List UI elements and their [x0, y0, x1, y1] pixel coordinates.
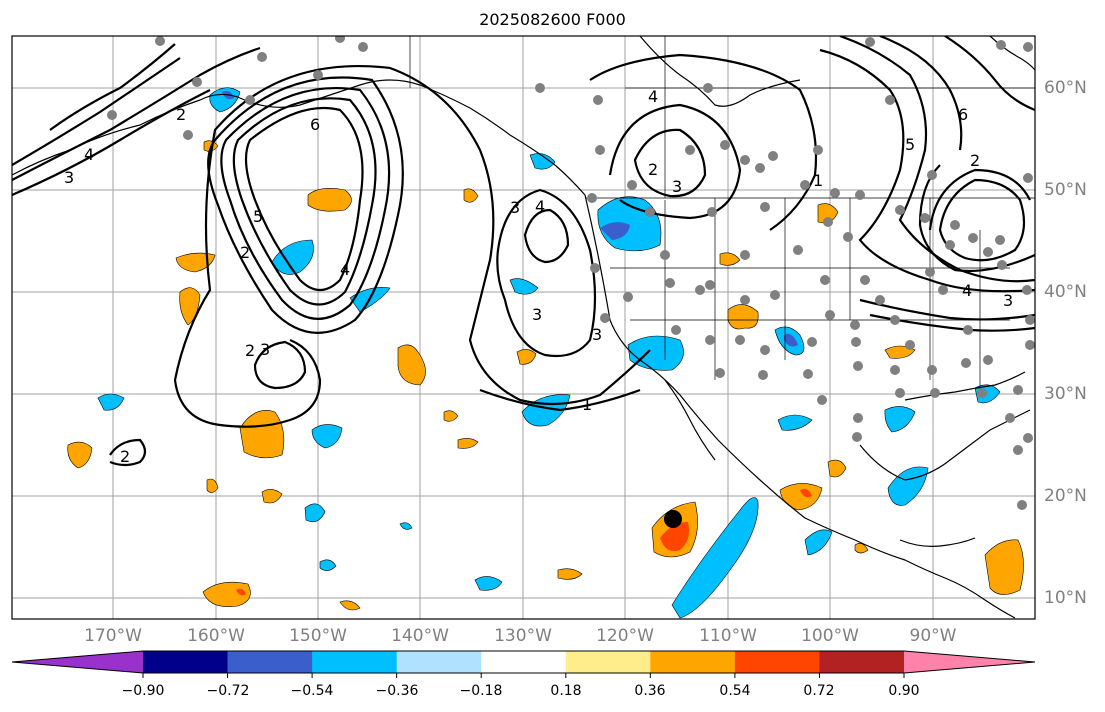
contour-label: 2 — [245, 341, 255, 360]
contour-label: 2 — [176, 105, 186, 124]
colorbar-segment — [143, 651, 229, 673]
station-markers — [107, 36, 1035, 510]
colorbar-segment — [819, 651, 905, 673]
lon-label: 140°W — [391, 626, 449, 646]
colorbar-segment — [650, 651, 736, 673]
gridlines — [12, 36, 1035, 619]
contour-label: 2 — [240, 243, 250, 262]
contour-label: 4 — [535, 197, 545, 216]
colorbar-extend-min — [12, 651, 143, 673]
lon-label: 160°W — [187, 626, 245, 646]
colorbar — [11, 650, 1036, 678]
contours — [12, 36, 1035, 467]
lat-label: 60°N — [1044, 78, 1087, 98]
contour-label: 6 — [958, 105, 968, 124]
colorbar-tick-label: 0.54 — [719, 683, 751, 699]
colorbar-segment — [565, 651, 651, 673]
map-frame — [11, 35, 1036, 620]
contour-label: 2 — [970, 151, 980, 170]
contour-label: 3 — [64, 168, 74, 187]
contour-label: 4 — [962, 281, 972, 300]
lon-label: 100°W — [801, 626, 859, 646]
colorbar-tick-label: 0.36 — [634, 683, 666, 699]
contour-label: 6 — [310, 115, 320, 134]
lon-label: 120°W — [596, 626, 654, 646]
lon-label: 170°W — [84, 626, 142, 646]
contour-label: 5 — [253, 207, 263, 226]
colorbar-segment — [227, 651, 313, 673]
colorbar-tick-label: −0.90 — [121, 683, 165, 699]
colorbar-segment — [734, 651, 820, 673]
state-borders — [409, 36, 1035, 390]
colorbar-tick-label: −0.36 — [375, 683, 419, 699]
lon-label: 150°W — [289, 626, 347, 646]
lon-label: 110°W — [699, 626, 757, 646]
storm-center-marker — [664, 510, 682, 528]
contour-label: 3 — [510, 198, 520, 217]
contour-label: 2 — [120, 447, 130, 466]
contour-label: 3 — [1003, 291, 1013, 310]
lat-label: 30°N — [1044, 384, 1087, 404]
contour-label: 1 — [813, 171, 823, 190]
colorbar-tick-label: −0.18 — [459, 683, 503, 699]
lat-label: 10°N — [1044, 588, 1087, 608]
colorbar-segment — [481, 651, 567, 673]
lat-label: 50°N — [1044, 180, 1087, 200]
colorbar-tick-label: −0.54 — [290, 683, 334, 699]
contour-label: 3 — [592, 325, 602, 344]
strong-negative-anomaly — [222, 90, 798, 347]
contour-label: 4 — [84, 145, 94, 164]
lon-label: 90°W — [909, 626, 957, 646]
contour-label: 4 — [340, 260, 350, 279]
colorbar-tick-label: 0.72 — [803, 683, 835, 699]
map-title: 2025082600 F000 — [479, 10, 626, 29]
contour-label: 3 — [532, 305, 542, 324]
lat-label: 40°N — [1044, 282, 1087, 302]
colorbar-segment — [396, 651, 482, 673]
colorbar-segment — [312, 651, 398, 673]
contour-label: 2 — [648, 160, 658, 179]
contour-label: 4 — [648, 87, 658, 106]
lon-label: 130°W — [494, 626, 552, 646]
contour-label: 3 — [260, 340, 270, 359]
colorbar-tick-label: 0.18 — [550, 683, 582, 699]
lat-label: 20°N — [1044, 486, 1087, 506]
colorbar-tick-label: 0.90 — [888, 683, 920, 699]
contour-label: 5 — [905, 135, 915, 154]
colorbar-tick-label: −0.72 — [206, 683, 250, 699]
colorbar-extend-max — [904, 651, 1035, 673]
contour-labels: 3 2 4 6 2 5 4 3 2 3 3 4 3 2 1 4 3 2 5 4 … — [64, 87, 1013, 466]
contour-label: 1 — [582, 395, 592, 414]
strong-positive-anomaly — [236, 488, 812, 596]
contour-label: 3 — [672, 177, 682, 196]
